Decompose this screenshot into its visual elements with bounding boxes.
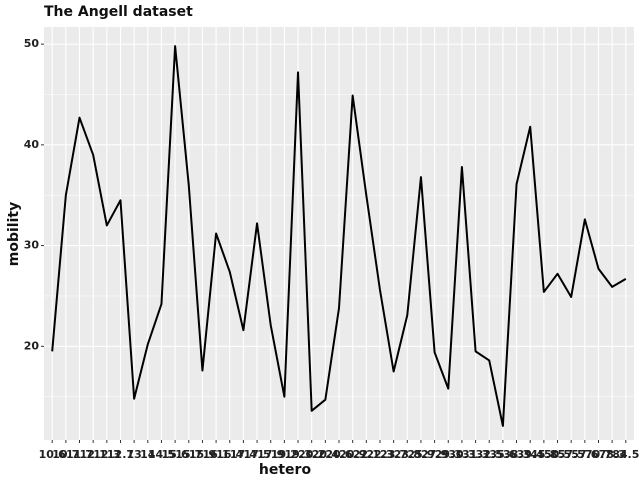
x-tick-label: 15.9 (189, 448, 216, 461)
x-tick-label: 22.3 (366, 448, 393, 461)
x-tick-label: 20.9 (339, 448, 366, 461)
x-tick-label: 19.2 (271, 448, 298, 461)
x-tick-label: 12.1 (80, 448, 107, 461)
x-tick-label: 17.4 (230, 448, 257, 461)
y-tick-label: 40 (24, 138, 40, 151)
x-tick-label: 16.1 (203, 448, 230, 461)
x-tick-label: 78.3 (599, 448, 626, 461)
line (51, 45, 627, 427)
x-tick-label: 12.7 (107, 448, 134, 461)
x-tick-label: 14 (140, 448, 156, 461)
x-tick-label: 29.3 (435, 448, 462, 461)
x-tick-label: 10.7 (52, 448, 79, 461)
x-tick-label: 17.9 (257, 448, 284, 461)
x-tick-label: 15.6 (162, 448, 189, 461)
x-tick-label: 38.3 (503, 448, 530, 461)
x-axis-label: hetero (259, 462, 312, 478)
x-tick-label: 25.9 (407, 448, 434, 461)
y-tick-label: 20 (24, 339, 40, 352)
x-tick-label: 13 (126, 448, 141, 461)
x-tick-label: 11.7 (66, 448, 93, 461)
y-axis-label: mobility (6, 202, 22, 266)
x-tick-label: 14.5 (148, 448, 175, 461)
x-tick-label: 84.5 (612, 448, 639, 461)
x-tick-label: 31.3 (462, 448, 489, 461)
x-tick-label: 70.7 (585, 448, 612, 461)
x-tick-label: 20.4 (312, 448, 339, 461)
y-tick-label: 30 (24, 239, 40, 252)
x-tick-label: 10.6 (39, 448, 66, 461)
x-tick-label: 12.3 (93, 448, 120, 461)
x-tick-label: 27.9 (421, 448, 448, 461)
x-tick-label: 16.4 (216, 448, 243, 461)
x-tick-label: 57.6 (571, 448, 598, 461)
chart-title: The Angell dataset (44, 4, 193, 20)
x-tick-label: 32.5 (476, 448, 503, 461)
x-tick-label: 50.5 (544, 448, 571, 461)
x-tick-label: 15.7 (175, 448, 202, 461)
x-tick-label: 19.3 (284, 448, 311, 461)
x-tick-label: 35.6 (489, 448, 516, 461)
x-tick-label: 30.3 (448, 448, 475, 461)
x-tick-label: 39.4 (517, 448, 544, 461)
x-tick-label: 22.1 (353, 448, 380, 461)
x-tick-label: 45.8 (530, 448, 557, 461)
x-tick-label: 23.7 (380, 448, 407, 461)
x-tick-label: 20.6 (325, 448, 352, 461)
x-tick-label: 20.2 (298, 448, 325, 461)
x-tick-label: 57.5 (558, 448, 585, 461)
x-tick-label: 23.8 (394, 448, 421, 461)
y-tick-label: 50 (24, 37, 40, 50)
x-tick-label: 17.5 (243, 448, 270, 461)
